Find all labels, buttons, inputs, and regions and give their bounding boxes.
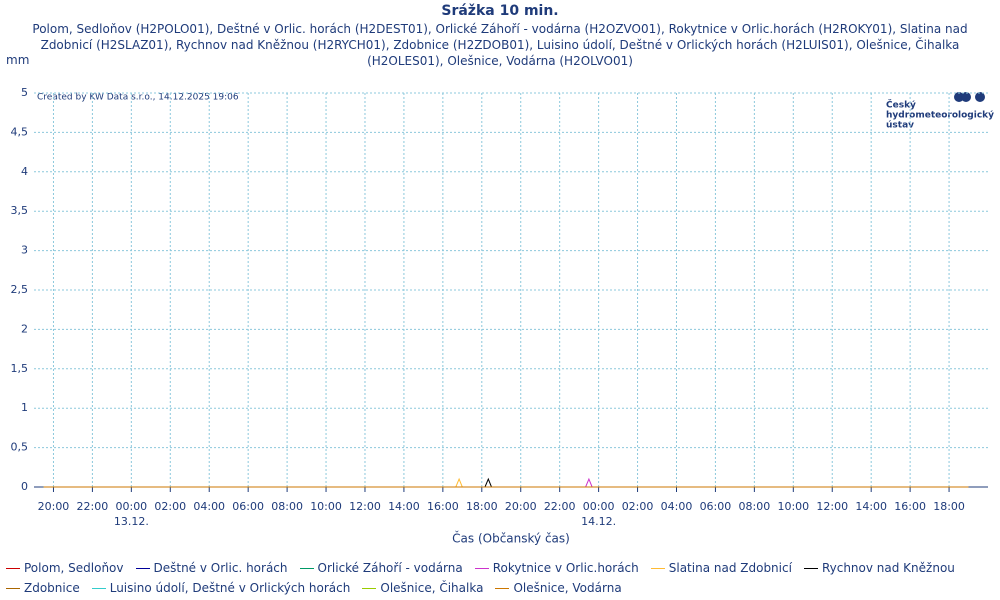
x-tick-label: 08:00 xyxy=(271,500,303,513)
legend-label: Orlické Záhoří - vodárna xyxy=(317,561,463,575)
legend-label: Olešnice, Vodárna xyxy=(513,581,622,595)
logo-dot xyxy=(961,92,971,102)
chart: Created by KW Data s.r.o., 14.12.2025 19… xyxy=(11,86,995,546)
chart-subtitle: Polom, Sedloňov (H2POLO01), Deštné v Orl… xyxy=(32,22,968,68)
x-tick-label: 04:00 xyxy=(661,500,693,513)
day-label: 13.12. xyxy=(114,515,149,528)
x-tick-label: 22:00 xyxy=(77,500,109,513)
x-tick-label: 04:00 xyxy=(193,500,225,513)
y-tick-label: 1 xyxy=(21,401,28,414)
x-tick-label: 12:00 xyxy=(349,500,381,513)
x-tick-label: 06:00 xyxy=(700,500,732,513)
x-tick-label: 14:00 xyxy=(388,500,420,513)
legend-item: Zdobnice xyxy=(6,578,80,598)
legend-item: Rokytnice v Orlic.horách xyxy=(474,558,639,578)
legend-swatch xyxy=(650,567,665,569)
x-tick-label: 12:00 xyxy=(816,500,848,513)
credit: Created by KW Data s.r.o., 14.12.2025 19… xyxy=(37,93,239,103)
legend-item: Polom, Sedloňov xyxy=(6,558,124,578)
y-tick-label: 3 xyxy=(21,244,28,257)
x-tick-label: 22:00 xyxy=(544,500,576,513)
day-label: 14.12. xyxy=(581,515,616,528)
legend-label: Deštné v Orlic. horách xyxy=(153,561,288,575)
series-line xyxy=(43,477,969,488)
legend-swatch xyxy=(362,587,377,589)
legend-swatch xyxy=(803,567,818,569)
legend-swatch xyxy=(6,567,20,569)
x-tick-label: 02:00 xyxy=(154,500,186,513)
y-tick-label: 0 xyxy=(21,480,28,493)
x-tick-label: 14:00 xyxy=(855,500,887,513)
logo-text: Český xyxy=(886,99,916,111)
legend-label: Rychnov nad Kněžnou xyxy=(821,561,955,575)
x-tick-label: 00:00 xyxy=(583,500,615,513)
logo-dot xyxy=(975,92,985,102)
legend-label: Polom, Sedloňov xyxy=(24,561,124,575)
x-tick-label: 00:00 xyxy=(115,500,147,513)
x-tick-label: 08:00 xyxy=(739,500,771,513)
x-tick-label: 10:00 xyxy=(310,500,342,513)
y-tick-label: 3,5 xyxy=(11,204,29,217)
y-tick-label: 5 xyxy=(21,86,28,99)
legend-label: Luisino údolí, Deštné v Orlických horách xyxy=(109,581,351,595)
x-axis-label: Čas (Občanský čas) xyxy=(452,531,570,546)
y-tick-label: 4 xyxy=(21,165,28,178)
y-tick-label: 2 xyxy=(21,322,28,335)
logo-text: hydrometeorologický xyxy=(886,111,994,121)
legend-item: Olešnice, Vodárna xyxy=(495,578,622,598)
legend-swatch xyxy=(6,587,20,589)
series-line xyxy=(43,477,969,488)
legend-item: Slatina nad Zdobnicí xyxy=(650,558,792,578)
legend-item: Luisino údolí, Deštné v Orlických horách xyxy=(91,578,351,598)
x-tick-label: 16:00 xyxy=(427,500,459,513)
legend-item: Deštné v Orlic. horách xyxy=(135,558,288,578)
legend-item: Rychnov nad Kněžnou xyxy=(803,558,955,578)
legend-label: Olešnice, Čihalka xyxy=(380,581,484,595)
y-tick-label: 4,5 xyxy=(11,125,29,138)
legend-label: Slatina nad Zdobnicí xyxy=(668,561,792,575)
x-tick-label: 18:00 xyxy=(466,500,498,513)
legend-swatch xyxy=(299,567,314,569)
x-tick-label: 18:00 xyxy=(933,500,965,513)
x-tick-label: 02:00 xyxy=(622,500,654,513)
logo-dot xyxy=(954,92,964,102)
x-tick-label: 16:00 xyxy=(894,500,926,513)
series-line xyxy=(43,477,969,488)
x-tick-label: 20:00 xyxy=(38,500,70,513)
legend-label: Rokytnice v Orlic.horách xyxy=(492,561,639,575)
legend-swatch xyxy=(474,567,489,569)
logo-text: ústav xyxy=(886,121,914,131)
x-tick-label: 06:00 xyxy=(232,500,264,513)
y-axis-label: mm xyxy=(6,53,30,67)
legend: Polom, Sedloňov Deštné v Orlic. horách Orl… xyxy=(6,558,996,598)
chart-title: Srážka 10 min. xyxy=(441,3,559,19)
legend-label: Zdobnice xyxy=(24,581,80,595)
x-tick-label: 10:00 xyxy=(777,500,809,513)
legend-swatch xyxy=(495,587,510,589)
y-tick-label: 2,5 xyxy=(11,283,29,296)
legend-swatch xyxy=(91,587,106,589)
x-tick-label: 20:00 xyxy=(505,500,537,513)
legend-item: Orlické Záhoří - vodárna xyxy=(299,558,463,578)
y-tick-label: 0,5 xyxy=(11,441,29,454)
y-tick-label: 1,5 xyxy=(11,362,29,375)
legend-item: Olešnice, Čihalka xyxy=(362,578,483,598)
legend-swatch xyxy=(135,567,150,569)
